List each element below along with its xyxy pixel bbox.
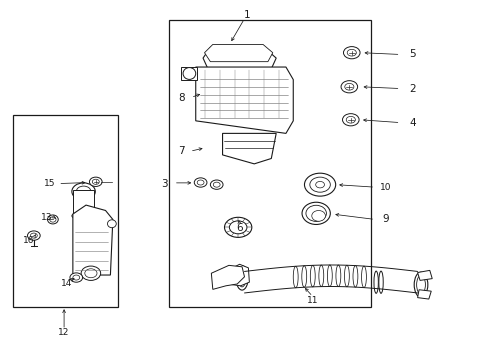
Ellipse shape [84, 269, 97, 278]
Ellipse shape [50, 217, 56, 222]
Ellipse shape [47, 215, 58, 224]
Ellipse shape [344, 265, 348, 287]
Ellipse shape [72, 212, 95, 220]
Ellipse shape [352, 266, 357, 287]
Ellipse shape [107, 220, 116, 228]
Text: 3: 3 [161, 179, 167, 189]
Circle shape [309, 177, 330, 192]
Circle shape [346, 49, 356, 56]
Polygon shape [181, 67, 197, 80]
Circle shape [343, 46, 359, 59]
Ellipse shape [72, 183, 95, 200]
Polygon shape [195, 67, 293, 134]
Ellipse shape [302, 202, 330, 225]
Ellipse shape [327, 265, 331, 287]
Polygon shape [203, 47, 276, 69]
Circle shape [70, 273, 82, 282]
Polygon shape [204, 44, 272, 62]
Circle shape [210, 180, 223, 189]
Ellipse shape [301, 266, 306, 287]
Text: 5: 5 [408, 49, 415, 59]
Ellipse shape [373, 271, 378, 293]
Ellipse shape [318, 265, 323, 287]
Polygon shape [227, 264, 249, 286]
Polygon shape [417, 290, 430, 299]
Text: 4: 4 [408, 118, 415, 128]
Text: 16: 16 [23, 237, 35, 246]
Circle shape [224, 217, 251, 237]
Bar [73, 190, 94, 216]
Text: 2: 2 [408, 84, 415, 94]
Text: 11: 11 [306, 296, 318, 305]
Ellipse shape [378, 271, 383, 293]
Text: 8: 8 [178, 93, 184, 103]
Ellipse shape [310, 265, 315, 287]
Ellipse shape [311, 211, 325, 221]
Polygon shape [222, 134, 276, 164]
Text: 1: 1 [243, 10, 250, 20]
Text: 15: 15 [43, 179, 55, 188]
Ellipse shape [413, 272, 427, 297]
Circle shape [197, 180, 203, 185]
Text: 6: 6 [236, 224, 243, 233]
Ellipse shape [81, 266, 101, 280]
Text: 7: 7 [178, 146, 184, 156]
Circle shape [342, 114, 358, 126]
Text: 12: 12 [58, 328, 70, 337]
Ellipse shape [76, 186, 91, 197]
Circle shape [304, 173, 335, 196]
Circle shape [344, 84, 353, 90]
Bar [168, 21, 370, 307]
Ellipse shape [238, 269, 245, 287]
Text: 9: 9 [382, 215, 388, 224]
Ellipse shape [416, 275, 425, 294]
Text: 13: 13 [41, 213, 53, 222]
Ellipse shape [335, 265, 340, 287]
Ellipse shape [361, 266, 366, 288]
Circle shape [194, 178, 206, 187]
Bar [13, 116, 118, 307]
Ellipse shape [236, 266, 247, 290]
Circle shape [27, 231, 40, 240]
Ellipse shape [305, 205, 326, 221]
Text: 10: 10 [379, 183, 391, 192]
Circle shape [30, 233, 37, 238]
Circle shape [229, 221, 246, 234]
Circle shape [213, 182, 220, 187]
Polygon shape [417, 270, 431, 280]
Circle shape [340, 81, 357, 93]
Circle shape [92, 179, 99, 184]
Circle shape [73, 275, 80, 280]
Circle shape [89, 177, 102, 186]
Ellipse shape [293, 266, 298, 288]
Polygon shape [73, 205, 113, 275]
Polygon shape [211, 265, 244, 289]
Circle shape [315, 181, 324, 188]
Ellipse shape [183, 68, 195, 80]
Circle shape [346, 116, 355, 123]
Text: 14: 14 [61, 279, 72, 288]
